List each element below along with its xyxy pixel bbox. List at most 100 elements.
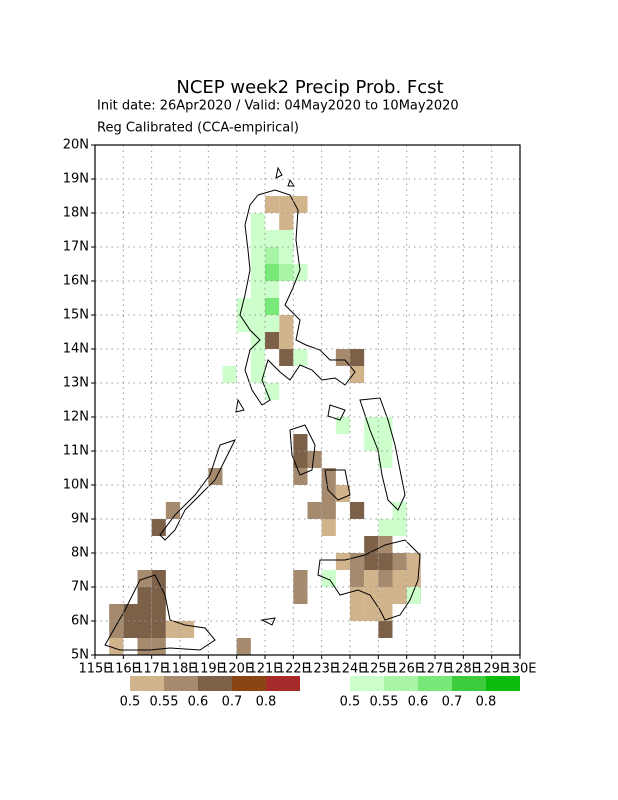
grid-cell xyxy=(137,621,152,638)
grid-cell xyxy=(364,417,379,434)
grid-cell xyxy=(364,536,379,553)
x-tick-label: 125E xyxy=(362,662,395,677)
grid-cell xyxy=(137,604,152,621)
grid-cell xyxy=(208,468,223,485)
coastline xyxy=(104,166,421,651)
grid-cell xyxy=(123,604,138,621)
legend-label: 0.8 xyxy=(476,695,497,710)
legend-label: 0.6 xyxy=(408,695,429,710)
grid-cell xyxy=(392,587,407,604)
y-tick-label: 19N xyxy=(63,172,89,187)
grid-cell xyxy=(378,621,393,638)
grid-cell xyxy=(250,366,265,383)
grid-cell xyxy=(250,264,265,281)
grid-cell xyxy=(137,587,152,604)
grid-cell xyxy=(222,366,237,383)
grid-cell xyxy=(250,298,265,315)
grid-cell xyxy=(151,587,166,604)
legend-label: 0.55 xyxy=(370,695,399,710)
legend-swatch xyxy=(266,676,300,691)
subtitle: Reg Calibrated (CCA-empirical) xyxy=(97,121,299,136)
grid-cell xyxy=(321,485,336,502)
grid-cell xyxy=(180,621,195,638)
grid-cell xyxy=(265,264,280,281)
grid-cell xyxy=(123,621,138,638)
x-tick-label: 124E xyxy=(333,662,366,677)
grid-cell xyxy=(279,230,294,247)
grid-cell xyxy=(350,570,365,587)
grid-cell xyxy=(350,349,365,366)
grid-cell xyxy=(307,451,322,468)
grid-cell xyxy=(293,570,308,587)
y-tick-label: 8N xyxy=(71,546,89,561)
grid-cell xyxy=(109,604,124,621)
grid-cell xyxy=(378,570,393,587)
y-tick-label: 7N xyxy=(71,580,89,595)
grid-cell xyxy=(321,502,336,519)
grid-cell xyxy=(265,298,280,315)
grid-cell xyxy=(250,281,265,298)
legend-swatch xyxy=(350,676,384,691)
x-tick-label: 120E xyxy=(220,662,253,677)
legend-swatch xyxy=(130,676,164,691)
grid-cell xyxy=(378,434,393,451)
grid-cell xyxy=(265,332,280,349)
x-tick-label: 121E xyxy=(248,662,281,677)
y-tick-label: 15N xyxy=(63,308,89,323)
y-tick-label: 17N xyxy=(63,240,89,255)
grid-cell xyxy=(151,604,166,621)
grid-cell xyxy=(279,196,294,213)
legend-swatch xyxy=(164,676,198,691)
y-tick-label: 13N xyxy=(63,376,89,391)
legend-label: 0.5 xyxy=(120,695,141,710)
legend-swatch xyxy=(198,676,232,691)
grid-cell xyxy=(378,519,393,536)
grid-cell xyxy=(392,570,407,587)
x-tick-label: 118E xyxy=(163,662,196,677)
grid-cell xyxy=(265,196,280,213)
y-tick-label: 10N xyxy=(63,478,89,493)
grid-cell xyxy=(250,315,265,332)
grid-cell xyxy=(335,485,350,502)
grid-cell xyxy=(265,281,280,298)
y-tick-label: 18N xyxy=(63,206,89,221)
grid-cell xyxy=(378,451,393,468)
plot-frame xyxy=(94,144,521,656)
grid-cell xyxy=(392,519,407,536)
grid-cell xyxy=(293,434,308,451)
grid-cell xyxy=(392,502,407,519)
grid-cell xyxy=(165,502,180,519)
grid-cell xyxy=(279,213,294,230)
grid-cell xyxy=(151,519,166,536)
x-tick-label: 115E xyxy=(78,662,111,677)
grid-cell xyxy=(364,553,379,570)
grid-cell xyxy=(293,264,308,281)
grid-cell xyxy=(236,638,251,655)
grid-cell xyxy=(335,417,350,434)
x-tick-label: 126E xyxy=(390,662,423,677)
grid-cell xyxy=(250,213,265,230)
grid-cell xyxy=(406,553,421,570)
y-tick-label: 5N xyxy=(71,648,89,663)
grid-cell xyxy=(321,519,336,536)
grid-cell xyxy=(307,502,322,519)
grid-cell xyxy=(279,264,294,281)
grid-cell xyxy=(279,349,294,366)
grid-cell xyxy=(293,451,308,468)
grid-cell xyxy=(279,315,294,332)
grid-cell xyxy=(350,502,365,519)
y-tick-label: 6N xyxy=(71,614,89,629)
legend-label: 0.6 xyxy=(188,695,209,710)
legend-swatch xyxy=(452,676,486,691)
subtitle: Init date: 26Apr2020 / Valid: 04May2020 … xyxy=(97,99,459,114)
grid-cell xyxy=(109,621,124,638)
x-tick-label: 128E xyxy=(447,662,480,677)
y-tick-label: 11N xyxy=(63,444,89,459)
grid-cell xyxy=(350,587,365,604)
legend-label: 0.55 xyxy=(150,695,179,710)
x-tick-label: 119E xyxy=(192,662,225,677)
grid-cell xyxy=(151,638,166,655)
grid-cell xyxy=(350,553,365,570)
grid-cell xyxy=(279,247,294,264)
